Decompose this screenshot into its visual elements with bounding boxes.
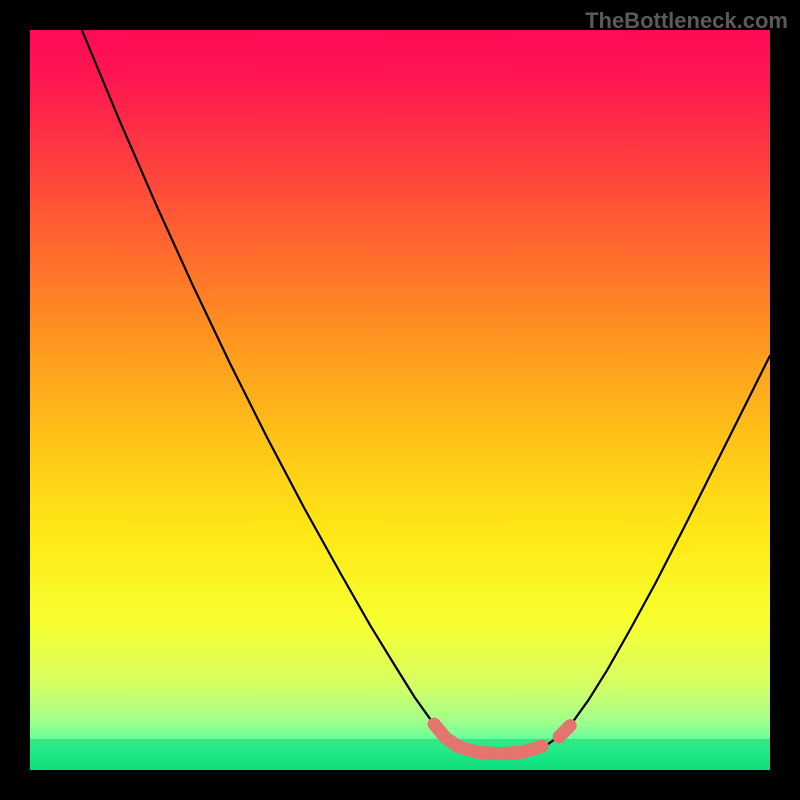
bottleneck-chart-container: TheBottleneck.com [0,0,800,800]
watermark-text: TheBottleneck.com [585,8,788,34]
optimal-zone-highlight-1 [559,726,570,737]
green-zone-band [30,739,770,770]
chart-svg [0,0,800,800]
gradient-background [30,30,770,770]
